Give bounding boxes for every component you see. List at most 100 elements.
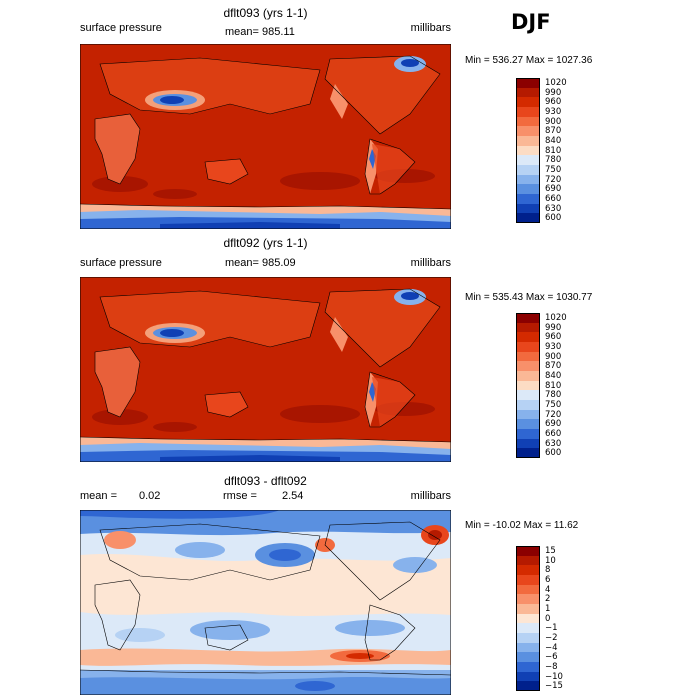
panel3-map	[80, 510, 451, 695]
colorbar-swatch	[516, 332, 540, 343]
colorbar-swatch	[516, 322, 540, 333]
colorbar-level-label: 810	[545, 145, 562, 156]
panel3-mean-value: 0.02	[139, 490, 161, 502]
colorbar-level-label: 10	[545, 555, 556, 566]
colorbar-level-label: 870	[545, 126, 562, 137]
colorbar-level-label: 1020	[545, 312, 567, 323]
colorbar-level-label: −2	[545, 632, 558, 643]
panel3-colorbar: 15 10 8 6 4 2 1 0 −1 −2 −4 −6 −8 −10 −15	[516, 546, 563, 692]
colorbar-swatch	[516, 642, 540, 653]
colorbar-level-label: −4	[545, 642, 558, 653]
colorbar-swatch	[516, 155, 540, 166]
colorbar-level-label: 6	[545, 574, 551, 585]
colorbar-swatch	[516, 165, 540, 176]
colorbar-level-label: −15	[545, 681, 563, 692]
panel2-mean: mean= 985.09	[225, 257, 296, 269]
colorbar-swatch	[516, 662, 540, 673]
colorbar-frame	[516, 313, 540, 458]
colorbar-swatch	[516, 380, 540, 391]
colorbar-frame	[516, 78, 540, 223]
colorbar-swatch	[516, 174, 540, 185]
colorbar-swatch	[516, 400, 540, 411]
colorbar-swatch	[516, 448, 540, 459]
colorbar-swatch	[516, 429, 540, 440]
colorbar-level-label: 870	[545, 361, 562, 372]
panel2-map	[80, 277, 451, 462]
panel1-map	[80, 44, 451, 229]
panel2-colorbar: 1020 990 960 930 900 870 840 810 780 750 720 690 660…	[516, 313, 567, 459]
season-label: DJF	[511, 10, 551, 34]
colorbar-swatch	[516, 652, 540, 663]
colorbar-level-label: −6	[545, 652, 558, 663]
colorbar-level-label: 930	[545, 106, 562, 117]
colorbar-swatch	[516, 126, 540, 137]
colorbar-swatch	[516, 78, 540, 89]
colorbar-swatch	[516, 136, 540, 147]
panel2-minmax: Min = 535.43 Max = 1030.77	[465, 292, 593, 303]
panel1-mean: mean= 985.11	[225, 26, 295, 38]
colorbar-swatch	[516, 681, 540, 692]
panel1-colorbar: 1020 990 960 930 900 870 840 810 780 750 720 690 660…	[516, 78, 567, 224]
colorbar-swatch	[516, 623, 540, 634]
colorbar-swatch	[516, 613, 540, 624]
colorbar-swatch	[516, 390, 540, 401]
colorbar-swatch	[516, 213, 540, 224]
colorbar-swatch	[516, 565, 540, 576]
panel1-field-label: surface pressure	[80, 22, 162, 34]
colorbar-level-label: 900	[545, 116, 562, 127]
colorbar-level-label: 690	[545, 419, 562, 430]
colorbar-level-label: 720	[545, 409, 562, 420]
panel3-units: millibars	[410, 490, 451, 502]
colorbar-level-label: 660	[545, 428, 562, 439]
colorbar-swatch	[516, 361, 540, 372]
panel3-mean-label: mean =	[80, 490, 117, 502]
colorbar-level-label: 630	[545, 203, 562, 214]
colorbar-swatch	[516, 604, 540, 615]
colorbar-level-label: 1020	[545, 77, 567, 88]
colorbar-level-label: 15	[545, 545, 556, 556]
colorbar-level-label: 2	[545, 594, 551, 605]
colorbar-swatch	[516, 409, 540, 420]
colorbar-swatch	[516, 184, 540, 195]
colorbar-level-label: 960	[545, 97, 562, 108]
colorbar-frame	[516, 546, 540, 691]
panel1-minmax: Min = 536.27 Max = 1027.36	[465, 55, 593, 66]
colorbar-level-label: 900	[545, 351, 562, 362]
colorbar-swatch	[516, 371, 540, 382]
colorbar-level-label: −10	[545, 671, 563, 682]
colorbar-swatch	[516, 107, 540, 118]
colorbar-level-label: −1	[545, 623, 558, 634]
colorbar-level-label: 810	[545, 380, 562, 391]
colorbar-level-label: 4	[545, 584, 551, 595]
colorbar-swatch	[516, 671, 540, 682]
colorbar-swatch	[516, 87, 540, 98]
panel1-title: dflt093 (yrs 1-1)	[223, 6, 308, 20]
panel3-rmse-value: 2.54	[282, 490, 304, 502]
panel1-units: millibars	[410, 22, 451, 34]
panel2-field-label: surface pressure	[80, 257, 162, 269]
colorbar-swatch	[516, 419, 540, 430]
panel2-units: millibars	[410, 257, 451, 269]
colorbar-swatch	[516, 194, 540, 205]
panel3-minmax: Min = -10.02 Max = 11.62	[465, 520, 579, 531]
colorbar-swatch	[516, 145, 540, 156]
colorbar-level-label: 780	[545, 155, 562, 166]
colorbar-swatch	[516, 342, 540, 353]
colorbar-level-label: 600	[545, 448, 562, 459]
colorbar-swatch	[516, 438, 540, 449]
colorbar-swatch	[516, 584, 540, 595]
colorbar-level-label: 660	[545, 193, 562, 204]
panel3-rmse-label: rmse =	[223, 490, 257, 502]
colorbar-level-label: 990	[545, 87, 562, 98]
colorbar-level-label: 840	[545, 370, 562, 381]
colorbar-level-label: 690	[545, 184, 562, 195]
colorbar-swatch	[516, 633, 540, 644]
colorbar-swatch	[516, 594, 540, 605]
colorbar-level-label: 990	[545, 322, 562, 333]
colorbar-swatch	[516, 116, 540, 127]
colorbar-level-label: 960	[545, 332, 562, 343]
colorbar-level-label: 8	[545, 565, 551, 576]
panel2-title: dflt092 (yrs 1-1)	[223, 236, 308, 250]
colorbar-swatch	[516, 575, 540, 586]
colorbar-swatch	[516, 555, 540, 566]
